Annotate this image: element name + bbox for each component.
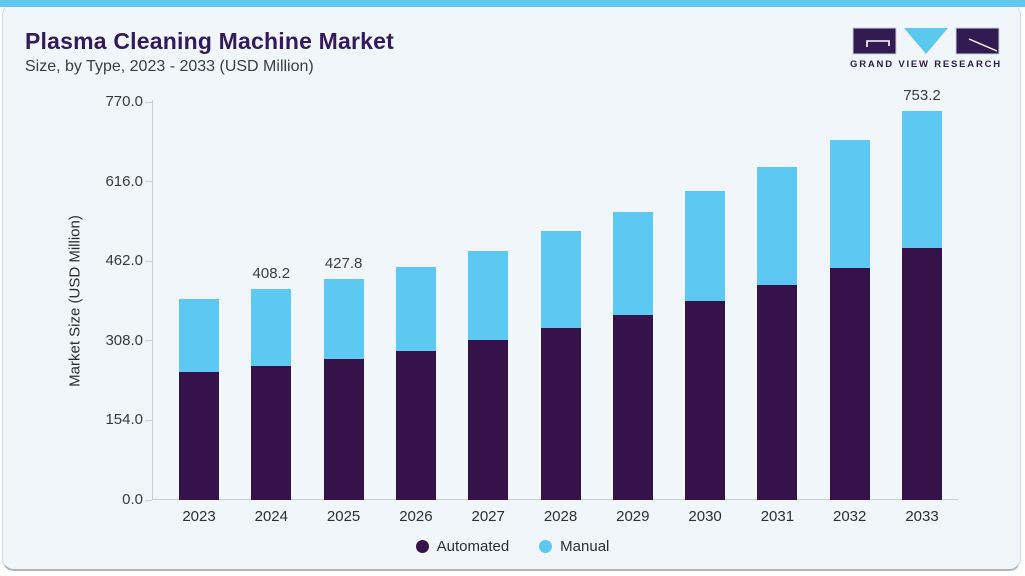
legend-item-automated: Automated [415,538,510,555]
manual-segment [395,267,436,351]
automated-segment [612,315,653,500]
y-tick-label: 154.0 [105,411,143,429]
x-axis-label: 2026 [399,508,433,525]
manual-segment [902,110,942,249]
manual-segment [179,299,219,373]
y-tick-mark [145,260,152,262]
automated-segment [829,268,870,500]
y-tick-mark [145,419,152,421]
manual-segment [323,278,364,360]
automated-segment [323,359,364,500]
manual-legend-dot-icon [539,540,553,553]
stacked-bar-2025 [323,278,364,500]
manual-segment [757,166,798,286]
gvr-logo-icon [852,27,1000,55]
y-tick-label: 462.0 [105,252,143,270]
automated-segment [540,327,581,500]
y-tick-mark [145,499,152,501]
logo-text: GRAND VIEW RESEARCH [850,59,1002,70]
automated-segment [685,300,726,500]
stacked-bar-2029 [612,212,653,500]
stacked-bar-2026 [395,267,436,500]
automated-segment [395,350,436,500]
stacked-bar-2023 [179,299,219,500]
manual-segment [251,289,292,366]
y-tick-label: 0.0 [122,491,143,508]
x-axis-label: 2025 [326,508,361,525]
automated-segment [179,372,219,500]
grand-view-research-logo: GRAND VIEW RESEARCH [850,26,1002,70]
chart-subtitle: Size, by Type, 2023 - 2033 (USD Million) [25,58,314,75]
automated-segment [251,365,292,500]
legend-label-automated: Automated [436,538,510,555]
x-axis-label: 2023 [182,508,216,525]
stacked-bar-2024 [251,289,292,500]
x-axis-label: 2029 [616,508,650,525]
chart-legend: Automated Manual [0,538,1025,555]
y-tick-label: 770.0 [105,93,143,110]
manual-segment [540,230,581,328]
y-tick-mark [145,101,152,103]
bar-total-label: 753.2 [903,86,941,104]
automated-segment [757,285,798,500]
y-tick-mark [145,340,152,342]
y-axis-title: Market Size (USD Million) [66,215,84,387]
stacked-bar-2032 [829,139,870,500]
legend-item-manual: Manual [539,538,609,555]
x-axis-label: 2033 [905,508,939,525]
y-tick-mark [145,181,152,183]
x-axis-label: 2030 [688,508,722,525]
manual-segment [829,139,870,269]
stacked-bar-2031 [757,166,798,500]
manual-segment [685,190,726,301]
x-axis-label: 2024 [254,508,288,525]
bar-total-label: 408.2 [252,265,291,282]
manual-segment [612,212,653,316]
legend-label-manual: Manual [560,538,610,555]
stacked-bar-2028 [540,230,581,500]
y-tick-label: 616.0 [105,172,143,190]
x-axis-label: 2032 [833,508,867,525]
y-tick-label: 308.0 [105,331,143,349]
top-accent-bar [0,0,1025,7]
stacked-bar-2027 [468,250,509,500]
manual-segment [468,250,509,340]
chart-title: Plasma Cleaning Machine Market [25,28,395,54]
bar-total-label: 427.8 [324,254,363,272]
x-axis-label: 2031 [760,508,795,525]
x-axis-label: 2027 [471,508,505,525]
automated-segment [468,339,509,500]
stacked-bar-2033 [902,110,942,500]
y-axis-line [152,100,153,500]
automated-segment [902,248,942,500]
automated-legend-dot-icon [415,540,429,553]
stacked-bar-2030 [685,190,726,500]
x-axis-label: 2028 [543,508,578,525]
